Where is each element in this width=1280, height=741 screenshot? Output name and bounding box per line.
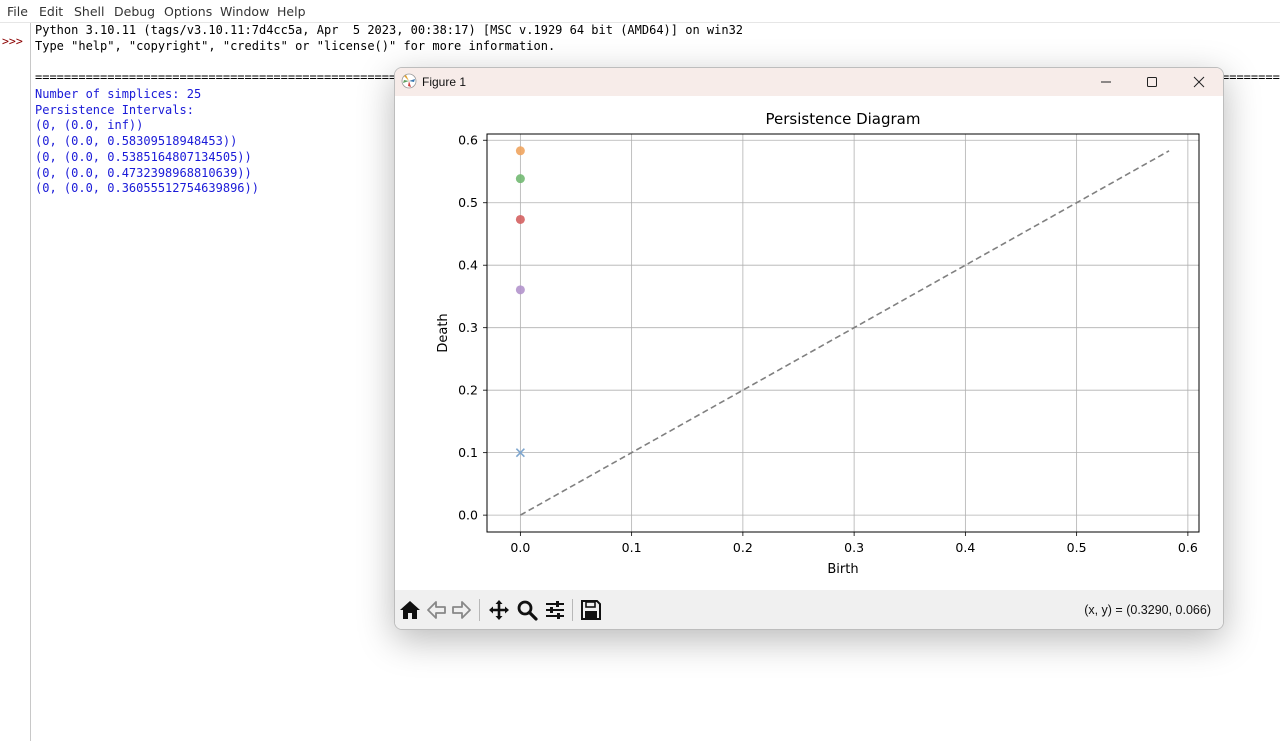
figure-window: Figure 1 Persistence Diagram 0.0 0.1 0.2 0.… [394, 67, 1224, 630]
y-tick-label: 0.6 [458, 133, 478, 148]
axes-frame [486, 133, 1200, 533]
data-point [515, 285, 525, 295]
back-icon[interactable] [425, 599, 447, 621]
output-line: (0, (0.0, 0.4732398968810639)) [35, 165, 252, 180]
data-point [515, 214, 525, 224]
menu-file[interactable]: File [7, 4, 28, 19]
menu-edit[interactable]: Edit [39, 4, 64, 19]
pan-icon[interactable] [488, 599, 510, 621]
forward-icon[interactable] [451, 599, 473, 621]
y-tick-label: 0.0 [458, 508, 478, 523]
chart-title: Persistence Diagram [766, 110, 921, 128]
menu-window[interactable]: Window [220, 4, 270, 19]
output-line: (0, (0.0, inf)) [35, 118, 144, 133]
x-axis-label: Birth [827, 562, 858, 577]
shell-prompt: >>> [2, 34, 23, 48]
y-tick-label: 0.1 [458, 445, 478, 460]
output-line: Persistence Intervals: [35, 102, 194, 117]
x-tick-label: 0.4 [955, 540, 975, 555]
data-point-infinite [515, 448, 525, 458]
data-point [515, 174, 525, 184]
output-line: (0, (0.0, 0.58309518948453)) [35, 134, 238, 149]
matplotlib-logo-icon [401, 73, 417, 89]
configure-subplots-icon[interactable] [544, 599, 566, 621]
figure-titlebar[interactable]: Figure 1 [395, 68, 1223, 96]
persistence-diagram-chart: Persistence Diagram 0.0 0.1 0.2 0.3 0.4 0.5 0.… [436, 110, 1200, 577]
figure-title: Figure 1 [422, 75, 467, 89]
data-point [515, 146, 525, 156]
menu-help[interactable]: Help [277, 4, 306, 19]
toolbar-separator [479, 599, 480, 621]
restart-separator-right: ========= [1222, 70, 1280, 84]
menu-options[interactable]: Options [164, 4, 213, 19]
output-line: (0, (0.0, 0.5385164807134505)) [35, 149, 252, 164]
navigation-toolbar: (x, y) = (0.3290, 0.066) [395, 590, 1223, 629]
prompt-gutter [0, 23, 31, 741]
y-tick-label: 0.3 [458, 320, 478, 335]
shell-text-area[interactable]: Python 3.10.11 (tags/v3.10.11:7d4cc5a, A… [35, 23, 743, 54]
zoom-icon[interactable] [516, 599, 538, 621]
chart-points [515, 146, 525, 458]
x-axis-ticks: 0.0 0.1 0.2 0.3 0.4 0.5 0.6 [510, 532, 1198, 555]
y-tick-label: 0.4 [458, 258, 478, 273]
plot-canvas[interactable]: Persistence Diagram 0.0 0.1 0.2 0.3 0.4 0.5 0.… [395, 96, 1223, 590]
restart-separator: ========================================… [35, 70, 426, 84]
y-tick-label: 0.5 [458, 195, 478, 210]
output-line: (0, (0.0, 0.36055512754639896)) [35, 181, 259, 196]
y-axis-label: Death [436, 313, 451, 352]
menu-shell[interactable]: Shell [74, 4, 105, 19]
save-icon[interactable] [580, 599, 602, 621]
marker-stroke [515, 448, 525, 458]
banner-line: Python 3.10.11 (tags/v3.10.11:7d4cc5a, A… [35, 23, 744, 37]
menu-bar: File Edit Shell Debug Options Window Hel… [0, 0, 1280, 23]
maximize-icon[interactable] [1129, 68, 1175, 96]
minimize-icon[interactable] [1083, 68, 1129, 96]
x-tick-label: 0.5 [1067, 540, 1087, 555]
y-tick-label: 0.2 [458, 383, 478, 398]
close-icon[interactable] [1176, 68, 1222, 96]
shell-output: Number of simplices: 25 Persistence Inter… [35, 87, 259, 197]
y-axis-ticks: 0.0 0.1 0.2 0.3 0.4 0.5 0.6 [458, 133, 487, 523]
x-tick-label: 0.0 [510, 540, 530, 555]
cursor-coordinates: (x, y) = (0.3290, 0.066) [1084, 603, 1211, 617]
x-tick-label: 0.6 [1178, 540, 1198, 555]
toolbar-separator [572, 599, 573, 621]
x-tick-label: 0.3 [844, 540, 864, 555]
home-icon[interactable] [399, 599, 421, 621]
output-line: Number of simplices: 25 [35, 87, 202, 101]
chart-grid [487, 134, 1199, 532]
diagonal-line [519, 150, 1170, 516]
banner-line: Type "help", "copyright", "credits" or "… [35, 38, 556, 53]
menu-debug[interactable]: Debug [114, 4, 156, 19]
x-tick-label: 0.2 [733, 540, 753, 555]
x-tick-label: 0.1 [622, 540, 642, 555]
diagonal-dashed-line [519, 150, 1170, 516]
